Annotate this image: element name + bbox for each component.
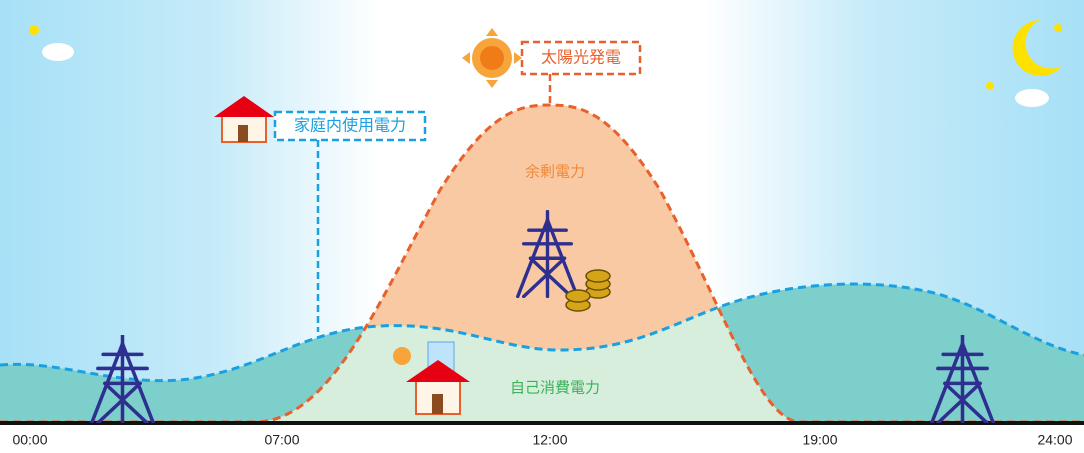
solar-house [393, 341, 470, 415]
solar-curve [0, 103, 1084, 424]
time-label: 19:00 [802, 432, 837, 448]
surplus-label: 余剰電力 [525, 163, 585, 181]
household-curve [0, 282, 1084, 383]
coins [565, 269, 611, 312]
moon-stars [29, 20, 1062, 107]
self-consumption-label: 自己消費電力 [510, 379, 600, 397]
house [214, 96, 274, 143]
solar-label: 太陽光発電 [541, 48, 621, 67]
household-label-box [273, 110, 427, 142]
time-label: 12:00 [532, 432, 567, 448]
time-label: 24:00 [1037, 432, 1072, 448]
time-label: 07:00 [264, 432, 299, 448]
time-label: 00:00 [12, 432, 47, 448]
sun [462, 28, 522, 88]
solar-label-box [520, 40, 642, 76]
household-label: 家庭内使用電力 [294, 116, 406, 135]
ground [0, 422, 1084, 453]
